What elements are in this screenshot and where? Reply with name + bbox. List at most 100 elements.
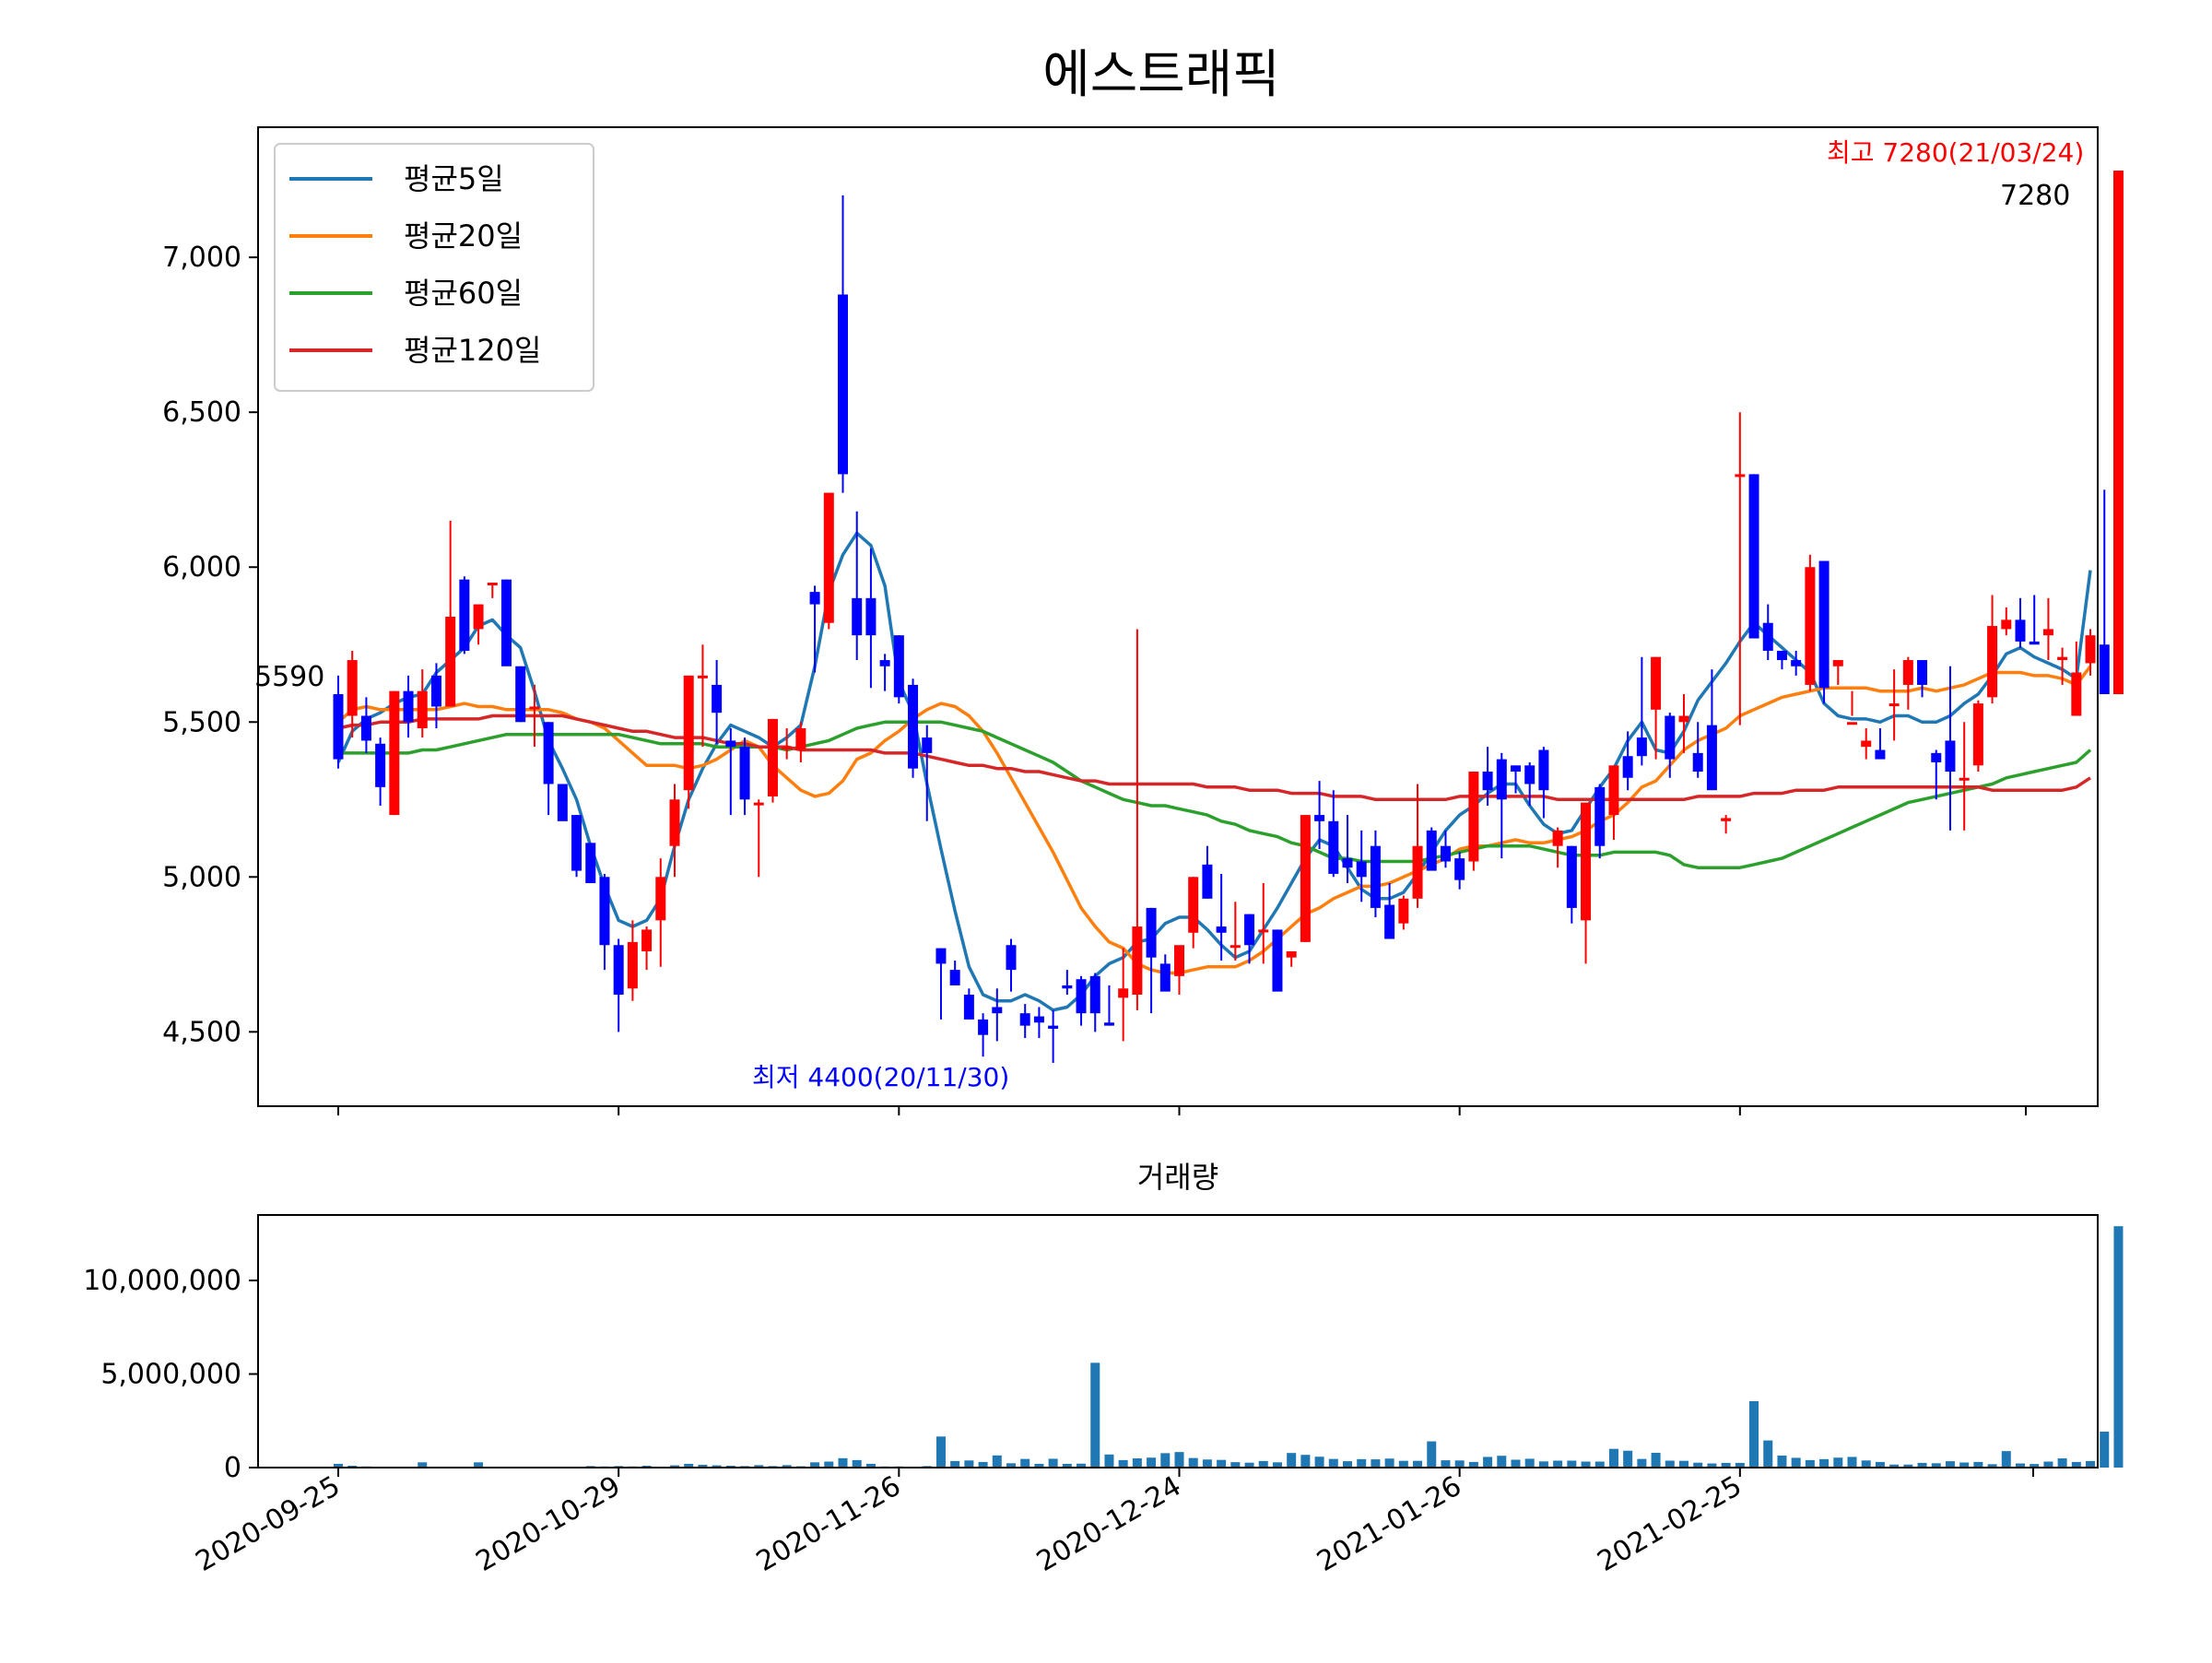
volume-bar [1497,1456,1506,1468]
price-y-tick-label: 6,000 [162,551,241,584]
candle-body [614,945,624,995]
volume-bar [1777,1456,1786,1468]
candle-body [1959,778,1970,781]
volume-bar [1217,1460,1226,1468]
candle-body [1511,765,1521,772]
candle-body [1287,951,1297,958]
candle-body [964,995,974,1020]
ma-line [338,722,2090,867]
volume-bar [964,1460,973,1468]
candle-body [628,942,638,988]
candle-body [1987,626,1997,697]
candle-body [515,666,525,722]
price-y-tick-label: 5,000 [162,861,241,893]
volume-bar [853,1460,862,1468]
candle-body [740,747,750,799]
volume-bar [936,1436,946,1468]
candle-body [1202,865,1212,899]
volume-bar [1609,1449,1618,1468]
candle-body [1188,877,1198,932]
candle-body [2030,642,2040,644]
date-x-tick-label: 2020-12-24 [1031,1470,1186,1578]
volume-bar [1441,1460,1450,1468]
candle-body [992,1007,1002,1013]
candle-body [418,691,428,728]
max-annotation: 최고 7280(21/03/24) [1827,137,2084,168]
candle-body [698,676,708,678]
volume-bar [1763,1441,1772,1468]
legend-label-ma60: 평균60일 [404,276,523,311]
volume-bars [334,1226,2123,1468]
candle-body [810,592,820,604]
volume-bar [1371,1459,1380,1468]
candle-body [2100,644,2110,694]
candle-body [1749,474,1759,638]
candle-body [1903,660,1913,685]
candle-body [375,744,385,787]
candle-body [571,815,582,870]
volume-bar [1862,1460,1871,1468]
volume-bar [2058,1458,2067,1468]
candle-body [1174,945,1184,976]
candle-body [1651,657,1661,710]
candle-body [908,685,918,769]
candle-body [1791,660,1801,666]
date-x-tick-label: 2020-11-26 [751,1470,906,1578]
candle-body [1777,651,1787,660]
volume-bar [1806,1460,1815,1468]
candle-body [684,676,694,790]
volume-bar [1147,1457,1156,1468]
candle-body [459,580,469,651]
date-x-tick-label: 2020-10-29 [471,1470,626,1578]
candle-body [1160,963,1171,991]
volume-bar [2100,1432,2109,1468]
volume-bar [1819,1459,1829,1468]
candle-body [935,949,946,964]
volume-bar [1203,1459,1212,1468]
candle-body [1819,561,1830,689]
candle-body [1707,725,1717,791]
volume-bar [1679,1461,1688,1468]
candle-body [1090,976,1100,1013]
volume-bar [1160,1453,1170,1468]
candle-body [1847,722,1857,725]
volume-bar [1652,1453,1661,1468]
candle-body [1343,858,1353,867]
volume-bar [2086,1461,2095,1468]
candle-body [389,691,399,815]
candle-body [768,719,778,796]
candle-body [1357,862,1367,878]
candle-body [1875,750,1885,760]
candle-body [2113,171,2124,694]
candle-body [894,635,904,697]
volume-bar [1343,1461,1352,1468]
candle-body [1328,821,1338,874]
volume-bar [1637,1459,1646,1468]
candle-body [641,929,652,951]
candle-body [431,676,441,707]
candle-body [1721,818,1731,820]
candle-body [754,803,764,806]
candle-body [1594,787,1605,846]
volume-bar [1833,1457,1842,1468]
volume-y-tick-label: 5,000,000 [100,1359,241,1391]
price-y-tick-label: 7,000 [162,242,241,274]
date-x-tick-label: 2021-01-26 [1312,1470,1466,1578]
candle-body [1427,831,1437,871]
candle-body [1833,660,1843,666]
volume-bar [2002,1451,2011,1468]
volume-bar [950,1461,959,1468]
candle-body [852,598,862,635]
volume-bar [1104,1455,1113,1468]
legend-label-ma120: 평균120일 [404,333,541,368]
candle-body [1581,803,1591,921]
volume-bar [1020,1459,1030,1468]
volume-bar [1553,1460,1562,1468]
candle-body [1608,765,1618,815]
volume-bar [1049,1458,1058,1468]
candle-body [978,1020,988,1035]
volume-bar [1287,1453,1296,1468]
volume-bar [1357,1459,1366,1468]
volume-bar [1848,1457,1857,1468]
candle-body [712,685,722,713]
